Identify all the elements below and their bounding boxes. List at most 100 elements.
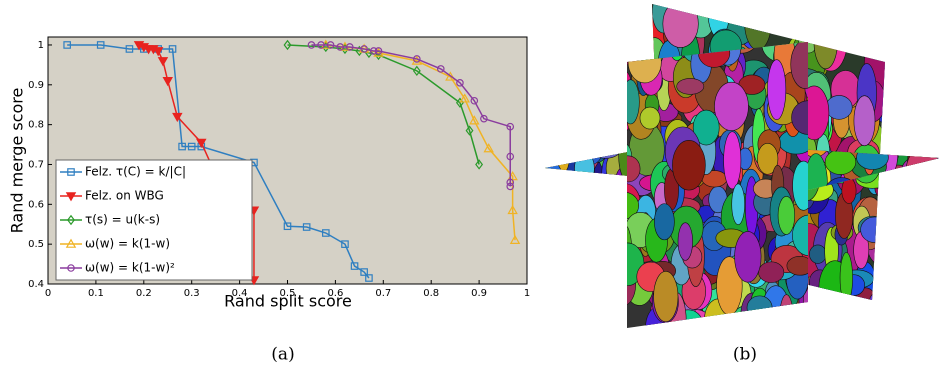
marker (65, 192, 77, 202)
patch (548, 171, 569, 192)
marker (456, 79, 464, 87)
patch (786, 256, 808, 276)
x-tick-label: 0.1 (88, 288, 104, 299)
patch (809, 244, 827, 264)
patch (703, 4, 736, 16)
chart: 0 0.1 0.2 0.3 0.4 0.5 0.6 0.7 0.8 0.9 1 0.4 0.5 0.6 0.… (8, 36, 530, 311)
marker (469, 115, 480, 125)
patch (853, 95, 876, 147)
patch (792, 214, 808, 256)
patch (578, 142, 613, 152)
x-tick-label: 0.2 (136, 288, 152, 299)
y-tick-label: 0.9 (28, 80, 44, 91)
marker (125, 45, 134, 53)
patch (881, 284, 885, 300)
patch (837, 4, 854, 43)
patch (767, 59, 787, 121)
legend-label: Felz. τ(C) = k/|C| (85, 165, 186, 179)
marker (507, 204, 518, 215)
marker (470, 96, 479, 105)
patch (662, 4, 699, 48)
patch (768, 4, 790, 31)
marker (506, 152, 515, 161)
patch (574, 142, 592, 156)
patch (825, 95, 853, 120)
patch (790, 42, 808, 89)
patch (910, 142, 939, 190)
plane-patches (627, 42, 808, 328)
marker (67, 264, 75, 272)
marker (162, 77, 173, 87)
y-tick-label: 0.5 (28, 239, 44, 250)
marker (322, 229, 330, 237)
marker (326, 41, 335, 49)
x-tick-label: 0.4 (232, 288, 248, 299)
patch (864, 4, 885, 30)
y-tick-label: 0.8 (28, 120, 44, 131)
patch (653, 270, 679, 323)
marker (475, 159, 484, 170)
segmentation-image (545, 4, 939, 328)
patch (759, 4, 778, 31)
patch (889, 142, 925, 153)
patch (705, 317, 733, 328)
y-tick-label: 0.4 (28, 279, 44, 290)
marker (152, 47, 164, 57)
patch (815, 4, 848, 33)
patch (545, 176, 562, 192)
patch (930, 142, 939, 170)
patch (567, 142, 604, 155)
patch (758, 261, 785, 283)
patch (746, 295, 773, 320)
patch (812, 4, 838, 10)
legend-label: ω(w) = k(1-w)² (85, 261, 175, 275)
patch (792, 160, 808, 211)
marker (506, 122, 515, 131)
patch (577, 173, 600, 192)
x-tick-label: 0.7 (375, 288, 391, 299)
patch (739, 4, 771, 15)
marker (172, 112, 183, 123)
legend-label: Felz. on WBG (85, 189, 164, 203)
marker (336, 43, 344, 51)
legend-box (55, 159, 253, 281)
patch (672, 140, 706, 191)
marker (412, 65, 421, 77)
marker (480, 114, 488, 123)
patch (839, 252, 853, 300)
marker (445, 71, 456, 81)
patch (589, 142, 622, 159)
y-tick-label: 0.7 (28, 159, 44, 170)
marker (178, 142, 186, 151)
patch (798, 4, 829, 44)
marker (67, 214, 75, 226)
patch (545, 142, 566, 159)
y-tick-label: 1 (38, 40, 44, 51)
patch (769, 311, 806, 328)
patch (910, 142, 939, 163)
marker (187, 142, 196, 151)
patch (560, 142, 587, 156)
marker (307, 41, 316, 49)
patch (545, 170, 556, 192)
patch (813, 14, 838, 70)
patch (627, 155, 641, 183)
marker (67, 168, 75, 176)
patch (860, 216, 885, 243)
x-axis-label: Rand split score (224, 292, 352, 311)
patch (869, 289, 885, 300)
patch (574, 151, 595, 187)
patch (545, 142, 570, 180)
patch (676, 78, 705, 95)
marker (360, 45, 368, 53)
x-tick-label: 0.6 (327, 288, 343, 299)
patch (841, 177, 857, 204)
legend-label: ω(w) = k(1-w) (85, 237, 170, 251)
patch (549, 142, 567, 179)
marker (63, 41, 71, 49)
patch (874, 176, 885, 201)
caption: (a) (271, 345, 294, 365)
marker (436, 65, 445, 73)
patch (627, 42, 643, 66)
